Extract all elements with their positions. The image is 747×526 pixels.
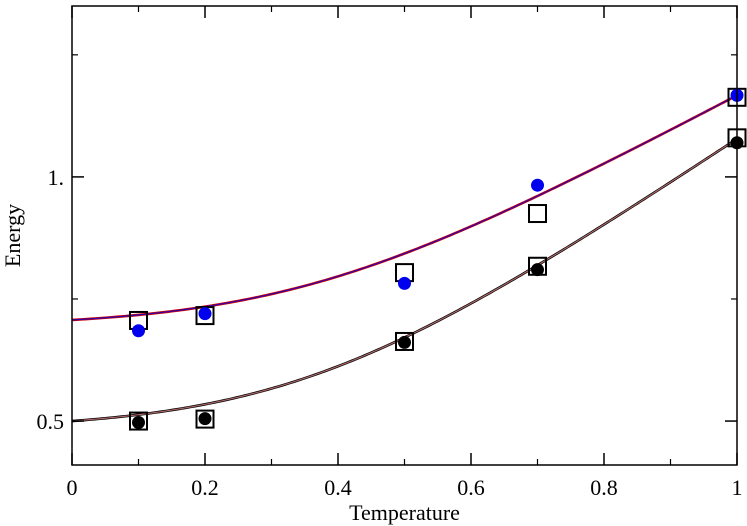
lower-open-squares-point — [195, 409, 215, 429]
x-tick-label: 0 — [67, 475, 78, 500]
upper-blue-circles-point — [531, 178, 544, 192]
x-tick-label: 0.8 — [590, 475, 618, 500]
upper-blue-circles-point — [198, 307, 212, 321]
y-tick-label: 0.5 — [37, 409, 65, 434]
y-tick-label: 1. — [48, 165, 65, 190]
upper-blue-circles-point — [132, 324, 145, 338]
tick-labels-layer: 0 0.2 0.4 0.6 0.8 1 0.5 1. — [37, 165, 743, 500]
ticks-layer — [71, 6, 738, 465]
upper-open-squares-point — [528, 204, 547, 224]
lower-black-circles-point — [398, 335, 411, 349]
plot-frame — [71, 5, 738, 466]
curves-layer — [71, 94, 738, 423]
x-axis-label: Temperature — [349, 500, 460, 525]
lower-black-circles-point — [531, 263, 544, 277]
lower-open-squares-point — [129, 411, 148, 431]
lower-black-circles-point — [198, 412, 212, 426]
upper-open-squares-point — [195, 306, 215, 326]
x-tick-label: 1 — [732, 475, 743, 500]
lower-open-squares-point — [395, 331, 414, 351]
upper-blue-circles-point — [398, 276, 411, 290]
lower-black-circles-point — [132, 416, 145, 430]
x-tick-label: 0.4 — [324, 475, 352, 500]
x-tick-label: 0.6 — [457, 475, 485, 500]
upper-curve-line-overlay — [71, 94, 738, 321]
x-tick-label: 0.2 — [191, 475, 219, 500]
y-axis-label: Energy — [0, 204, 25, 267]
